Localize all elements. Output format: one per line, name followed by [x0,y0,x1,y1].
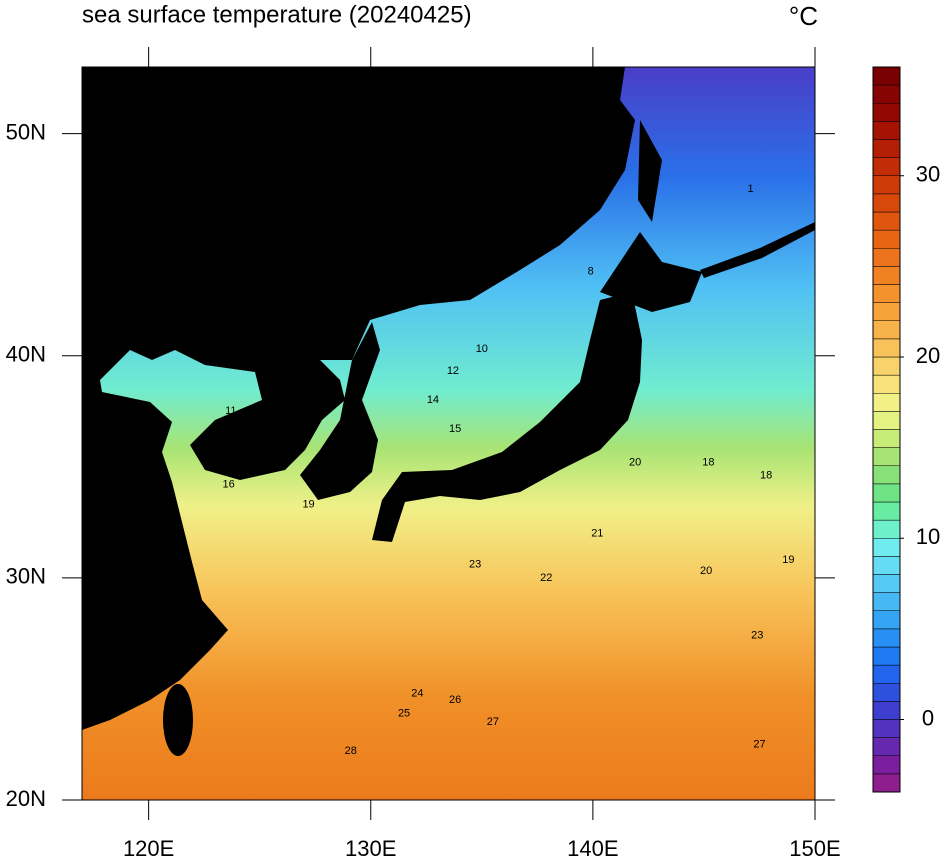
contour-label: 22 [540,572,552,584]
contour-label: 27 [753,738,765,750]
contour-label: 24 [411,687,423,699]
colorbar-bin [872,393,901,412]
colorbar-bin [872,229,901,249]
contour-label: 16 [222,478,234,490]
contour-label: 8 [588,265,594,277]
colorbar-bin [872,411,901,430]
x-tick-label: 140E [567,836,618,858]
colorbar-bin [872,646,901,666]
colorbar-bin [872,501,901,521]
colorbar-bin [872,302,901,321]
colorbar-bin [872,465,901,485]
contour-label: 26 [449,694,461,706]
contour-label: 5 [594,194,600,206]
contour-label: 1 [748,183,754,195]
unit: °C [789,1,818,31]
colorbar: 0 10 20 30 [872,66,940,793]
land [82,67,815,756]
colorbar-bin [872,574,901,593]
colorbar-bin [872,628,901,648]
x-tick-label: 130E [345,836,396,858]
colorbar-bin [872,121,901,140]
colorbar-bin [872,374,901,394]
colorbar-bin [872,266,901,285]
colorbar-bin [872,84,901,104]
contour-label: 21 [591,527,603,539]
colorbar-bin [872,483,901,503]
colorbar-bin [872,175,901,195]
colorbar-bin [872,737,901,756]
frame [81,66,816,801]
contour-label: 19 [782,554,794,566]
colorbar-bin [872,193,901,213]
title: sea surface temperature (20240425) [82,1,472,28]
contour-label: 28 [345,745,357,757]
y-tick-label: 30N [6,564,46,589]
contour-label: 10 [476,343,488,355]
colorbar-bin [872,519,901,539]
colorbar-bin [872,719,901,738]
contour-label: 18 [702,456,714,468]
colorbar-bin [872,211,901,231]
contour-label: 13 [242,441,254,453]
colorbar-bin [872,664,901,684]
contour-label: 14 [427,394,439,406]
colorbar-bin [872,683,901,702]
colorbar-tick-label: 0 [922,705,934,730]
y-tick-label: 40N [6,342,46,367]
contour-label: 19 [302,498,314,510]
y-tick-label: 20N [6,786,46,811]
colorbar-bin [872,66,901,86]
contour-label: 20 [629,456,641,468]
contour-label: 12 [447,365,459,377]
x-tick-label: 120E [123,836,174,858]
colorbar-bin [872,610,901,630]
colorbar-tick-label: 20 [916,343,940,368]
colorbar-bin [872,356,901,376]
colorbar-bin [872,701,901,720]
colorbar-bin [872,139,901,158]
contour-label: 11 [225,405,236,417]
colorbar-bin [872,592,901,611]
x-tick-label: 150E [789,836,840,858]
contour-label: 15 [449,423,461,435]
colorbar-bin [872,320,901,340]
colorbar-tick-label: 10 [916,524,940,549]
contour-label: 20 [700,565,712,577]
colorbar-tick-label: 30 [916,162,940,187]
colorbar-bin [872,755,901,775]
contour-label: 18 [760,470,772,482]
colorbar-bin [872,157,901,176]
colorbar-frame [872,66,901,793]
colorbar-bin [872,773,901,793]
colorbar-bin [872,429,901,448]
contour-label: 23 [469,558,481,570]
colorbar-bin [872,556,901,575]
colorbar-bin [872,338,901,358]
contour-label: 25 [398,707,410,719]
contour-label: 23 [751,630,763,642]
colorbar-bin [872,447,901,466]
colorbar-bin [872,103,901,122]
colorbar-bin [872,538,901,557]
y-tick-label: 50N [6,119,46,144]
colorbar-bin [872,284,901,303]
colorbar-bin [872,248,901,267]
contour-label: 27 [487,716,499,728]
